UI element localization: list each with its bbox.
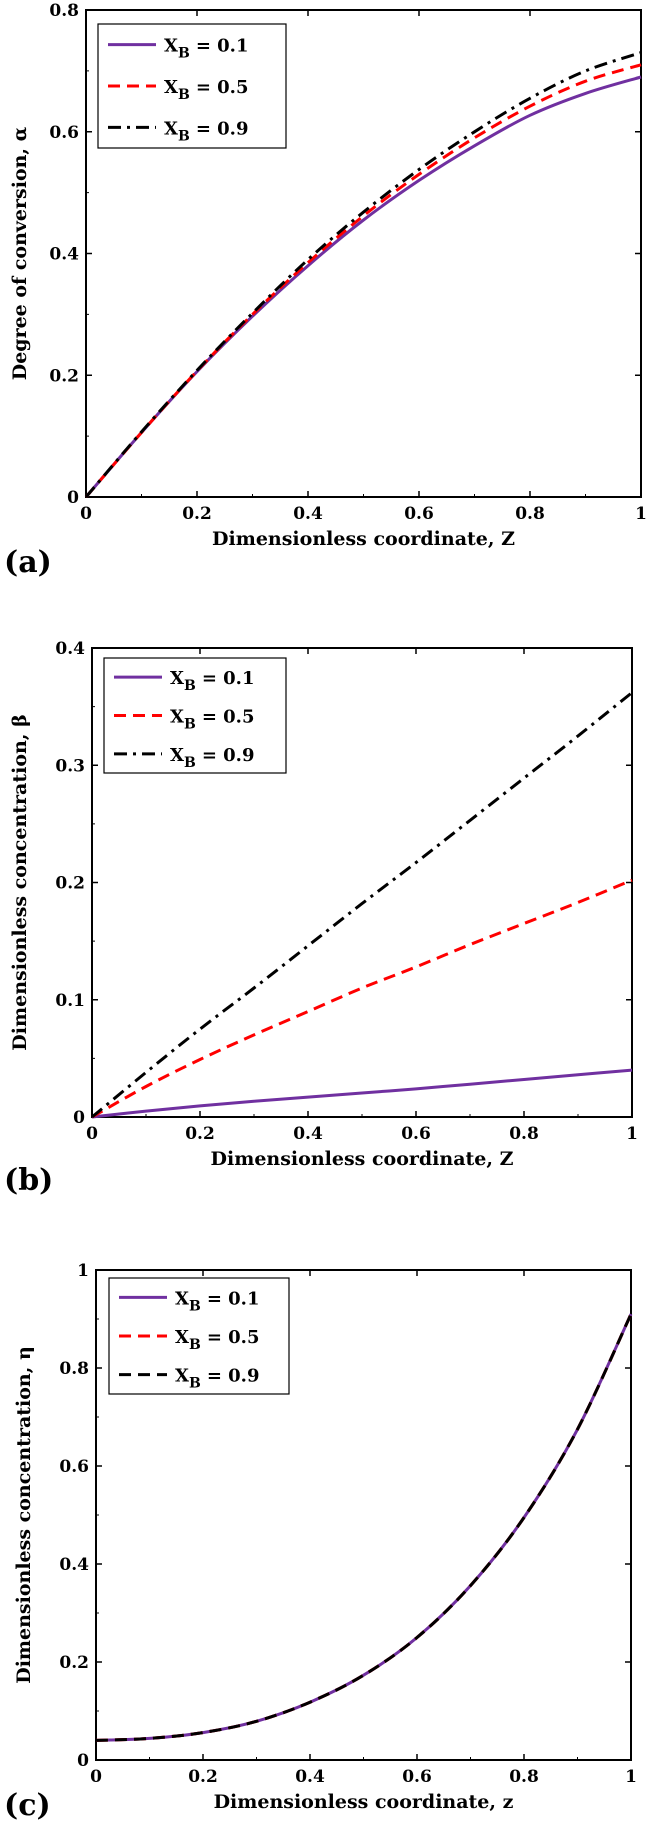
series-line-1 [91, 1068, 633, 1119]
x-tick-label: 0 [80, 504, 92, 524]
y-tick-label: 0.2 [49, 366, 79, 386]
y-tick-label: 0.6 [49, 123, 79, 143]
legend-value: = 0.9 [207, 1366, 260, 1387]
legend-entry-2: XB = 0.5 [175, 1327, 259, 1353]
legend-value: = 0.5 [196, 77, 249, 98]
x-axis-label: Dimensionless coordinate, Z [211, 1148, 514, 1170]
x-tick-label: 0.4 [293, 504, 323, 524]
x-tick-label: 0.2 [185, 1124, 215, 1144]
series-line-1 [84, 75, 642, 498]
legend-entry-2: XB = 0.5 [164, 77, 248, 103]
y-axis-label: Degree of conversion, α [9, 126, 31, 380]
y-tick-label: 0.4 [59, 1555, 89, 1575]
x-tick-label: 1 [625, 1767, 637, 1787]
y-tick-label: 0.4 [55, 639, 85, 659]
x-tick-label: 0.6 [404, 504, 434, 524]
x-tick-label: 0 [86, 1124, 98, 1144]
chart-panel-3: 0 0.2 0.4 0.6 0.8 1 0 0.2 0.4 0.6 0.8 1 Dimensionles… [4, 1261, 637, 1821]
y-tick-label: 0.8 [59, 1359, 89, 1379]
y-tick-label: 0.2 [59, 1653, 89, 1673]
y-axis-label: Dimensionless concentration, β [9, 714, 31, 1050]
legend-entry-1: XB = 0.1 [164, 36, 248, 62]
legend: XB = 0.1XB = 0.5XB = 0.9 [108, 1277, 290, 1395]
legend-symbol: X [164, 118, 178, 139]
legend-entry-3: XB = 0.9 [164, 118, 248, 144]
legend-subscript: B [178, 128, 190, 144]
legend-subscript: B [178, 46, 190, 62]
x-tick-label: 0 [90, 1767, 102, 1787]
chart-panel-2: 0 0.2 0.4 0.6 0.8 1 0 0.1 0.2 0.3 0.4 Dimensionless… [4, 639, 638, 1198]
legend-symbol: X [170, 745, 184, 766]
legend-entry-1: XB = 0.1 [170, 668, 254, 694]
x-tick-label: 0.6 [401, 1124, 431, 1144]
y-tick-label: 1 [77, 1261, 89, 1281]
legend-symbol: X [164, 77, 178, 98]
x-tick-label: 0.8 [509, 1124, 539, 1144]
chart-panel-1: 0 0.2 0.4 0.6 0.8 100.20.40.60.8Dimensionless… [4, 1, 647, 580]
series-line-3 [95, 1313, 633, 1742]
legend: XB = 0.1XB = 0.5XB = 0.9 [103, 657, 287, 774]
legend-subscript: B [184, 678, 196, 694]
y-tick-label: 0.2 [55, 874, 85, 894]
panel-label: (a) [4, 545, 52, 580]
legend-symbol: X [175, 1288, 189, 1309]
x-tick-label: 0.2 [188, 1767, 218, 1787]
legend-entry-3: XB = 0.9 [175, 1366, 259, 1392]
legend-entry-1: XB = 0.1 [175, 1288, 259, 1314]
legend-subscript: B [189, 1337, 201, 1353]
x-tick-label: 0.8 [509, 1767, 539, 1787]
legend-value: = 0.9 [202, 745, 255, 766]
x-tick-label: 0.4 [295, 1767, 325, 1787]
legend-value: = 0.1 [196, 36, 249, 57]
y-axis-label: Dimensionless concentration, η [13, 1346, 35, 1684]
legend-subscript: B [184, 755, 196, 771]
y-tick-label: 0 [73, 1108, 85, 1128]
x-tick-label: 0.2 [182, 504, 212, 524]
y-tick-label: 0.8 [49, 1, 79, 21]
y-tick-label: 0.1 [55, 991, 85, 1011]
x-tick-label: 1 [626, 1124, 638, 1144]
x-axis-label: Dimensionless coordinate, z [214, 1791, 514, 1813]
panel-label: (c) [4, 1788, 51, 1821]
x-tick-label: 1 [635, 504, 647, 524]
legend-value: = 0.5 [202, 707, 255, 728]
legend-value: = 0.1 [202, 668, 255, 689]
panel-label: (b) [4, 1163, 53, 1198]
legend-value: = 0.1 [207, 1288, 260, 1309]
y-tick-label: 0.3 [55, 756, 85, 776]
legend-symbol: X [170, 707, 184, 728]
x-tick-label: 0.4 [293, 1124, 323, 1144]
y-tick-label: 0 [77, 1751, 89, 1771]
legend: XB = 0.1XB = 0.5XB = 0.9 [97, 23, 287, 149]
y-tick-label: 0.4 [49, 245, 79, 265]
y-tick-label: 0.6 [59, 1457, 89, 1477]
x-tick-label: 0.6 [402, 1767, 432, 1787]
legend-symbol: X [175, 1366, 189, 1387]
legend-symbol: X [164, 36, 178, 57]
y-tick-label: 0 [67, 488, 79, 508]
legend-entry-3: XB = 0.9 [170, 745, 254, 771]
series-line-2 [84, 63, 642, 498]
legend-symbol: X [175, 1327, 189, 1348]
legend-subscript: B [189, 1376, 201, 1392]
legend-value: = 0.5 [207, 1327, 260, 1348]
legend-subscript: B [178, 87, 190, 103]
legend-subscript: B [184, 717, 196, 733]
x-tick-label: 0.8 [515, 504, 545, 524]
legend-entry-2: XB = 0.5 [170, 707, 254, 733]
legend-subscript: B [189, 1298, 201, 1314]
x-axis-label: Dimensionless coordinate, Z [212, 528, 515, 550]
series-line-2 [91, 878, 633, 1119]
legend-value: = 0.9 [196, 118, 249, 139]
series-line-3 [91, 691, 633, 1119]
legend-symbol: X [170, 668, 184, 689]
legend-box [97, 23, 287, 149]
